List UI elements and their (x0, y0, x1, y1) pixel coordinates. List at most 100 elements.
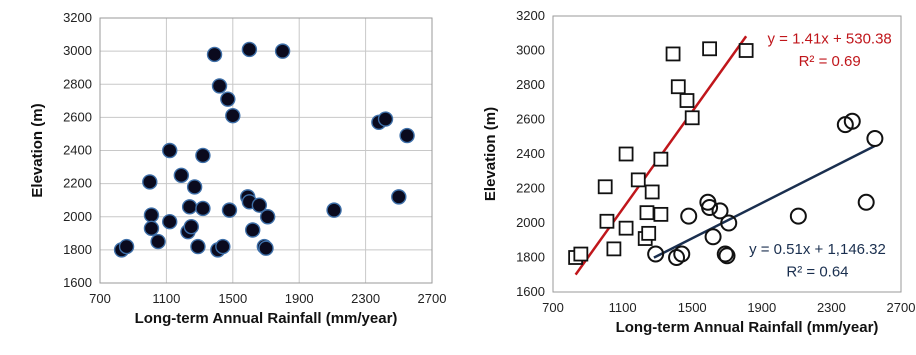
data-point (181, 199, 198, 215)
data-point (259, 209, 276, 225)
data-point (399, 127, 415, 144)
y-tick-label: 1600 (516, 284, 545, 299)
data-point (377, 111, 394, 127)
data-point (118, 238, 135, 255)
data-point (225, 108, 241, 124)
data-point (215, 238, 231, 255)
data-point (720, 214, 738, 232)
data-point (245, 222, 261, 238)
data-point (653, 206, 669, 222)
data-point (221, 202, 238, 218)
right-scatter-chart: 700 1100 1500 1900 2300 2700 1600 1800 2000 2200 2… (482, 8, 916, 336)
y-tick-label: 3000 (516, 43, 545, 58)
x-tick-label: 700 (542, 300, 564, 315)
data-point (718, 247, 736, 265)
trendline (653, 144, 876, 259)
x-tick-label: 1100 (152, 291, 180, 306)
data-point (183, 218, 200, 235)
y-tick-label: 2600 (63, 109, 92, 124)
y-tick-label: 3000 (63, 43, 92, 58)
data-point (716, 245, 734, 263)
data-point (673, 245, 691, 263)
data-point (702, 41, 718, 57)
data-point (647, 245, 665, 263)
y-tick-label: 2400 (516, 146, 545, 161)
data-point (206, 46, 223, 63)
data-point (186, 179, 203, 195)
x-tick-label: 1900 (285, 291, 314, 306)
data-point (142, 174, 158, 190)
plot-area-border (99, 17, 433, 284)
data-point (789, 207, 807, 225)
y-tick-label: 3200 (63, 10, 92, 25)
y-tick-label: 1800 (516, 250, 545, 265)
data-point (641, 225, 657, 241)
data-point (630, 172, 646, 188)
data-point (391, 189, 407, 205)
y-axis-title: Elevation (m) (29, 103, 46, 197)
data-point (843, 112, 861, 130)
data-point (274, 43, 291, 59)
data-point (195, 147, 211, 164)
data-point (606, 241, 622, 257)
data-point (701, 198, 719, 216)
data-point (738, 43, 754, 58)
x-tick-label: 2700 (887, 300, 916, 315)
data-point (866, 129, 884, 147)
data-point (162, 214, 178, 230)
data-point (150, 233, 166, 250)
data-point (143, 220, 160, 237)
y-tick-label: 1600 (63, 275, 92, 290)
x-tick-label: 700 (89, 291, 111, 306)
y-tick-label: 2600 (516, 112, 545, 127)
trendline-equation-label: y = 0.51x + 1,146.32 (749, 241, 886, 258)
y-tick-label: 3200 (516, 8, 545, 23)
data-point (653, 151, 669, 167)
data-point (599, 213, 615, 229)
data-point (143, 207, 160, 223)
data-point (684, 110, 700, 126)
data-point (195, 200, 211, 217)
y-tick-label: 2400 (63, 143, 92, 158)
data-point (704, 228, 722, 246)
x-tick-label: 2300 (817, 300, 846, 315)
y-tick-label: 1800 (63, 242, 92, 257)
y-tick-label: 2000 (63, 209, 92, 224)
x-tick-label: 1100 (609, 300, 637, 315)
trendline-equation-label: y = 1.41x + 530.38 (768, 31, 892, 48)
x-axis-title: Long-term Annual Rainfall (mm/year) (616, 319, 879, 336)
y-tick-label: 2000 (516, 215, 545, 230)
data-point (680, 207, 698, 225)
x-tick-label: 1900 (747, 300, 776, 315)
data-point (211, 78, 228, 94)
data-point (857, 193, 875, 211)
y-tick-label: 2200 (63, 176, 92, 191)
x-tick-label: 2300 (351, 291, 380, 306)
data-point (644, 184, 660, 200)
data-point (573, 246, 589, 262)
data-point (190, 238, 206, 255)
plot-area-border (552, 15, 902, 293)
data-point (670, 79, 686, 95)
data-point (597, 179, 613, 195)
data-point (618, 220, 634, 236)
data-point (665, 46, 681, 62)
x-tick-label: 1500 (218, 291, 247, 306)
data-point (711, 202, 729, 220)
data-point (251, 197, 268, 213)
data-point (679, 93, 695, 108)
trendline-equation-label: R² = 0.64 (786, 263, 848, 280)
y-tick-label: 2200 (516, 181, 545, 196)
data-point (326, 202, 342, 218)
data-point (241, 41, 258, 58)
y-tick-label: 2800 (63, 76, 92, 91)
data-point (639, 205, 655, 221)
data-point (618, 146, 634, 162)
trendline-equation-label: R² = 0.69 (799, 53, 861, 70)
x-tick-label: 2700 (418, 291, 447, 306)
x-tick-label: 1500 (678, 300, 707, 315)
left-scatter-chart: 700 1100 1500 1900 2300 2700 1600 1800 2000 2200 2… (29, 10, 447, 327)
data-point (162, 142, 178, 159)
data-point (220, 91, 236, 107)
data-point (668, 249, 686, 266)
